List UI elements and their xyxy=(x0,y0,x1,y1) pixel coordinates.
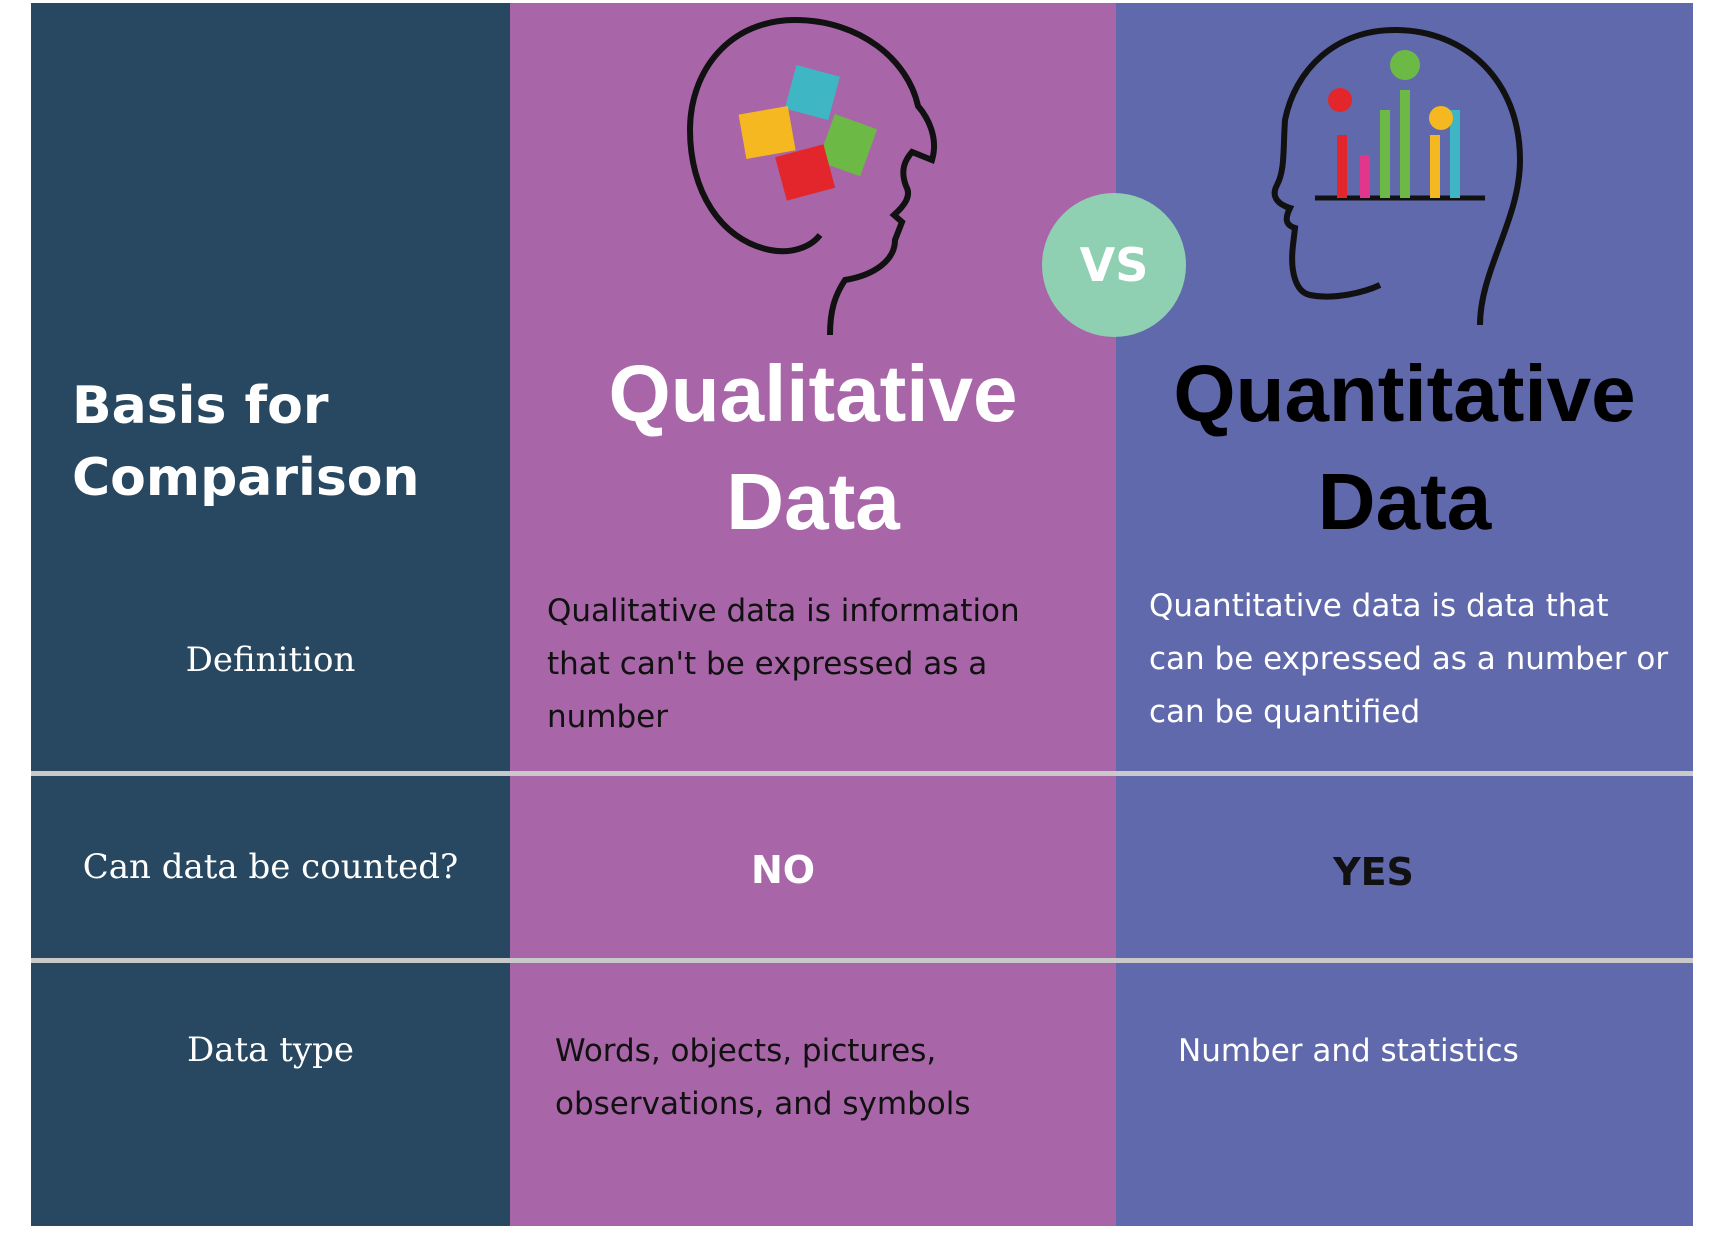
quantitative-count: YES xyxy=(1333,850,1414,894)
row-label: Definition xyxy=(185,640,356,680)
vs-badge xyxy=(1042,193,1186,337)
quantitative-definition: Quantitative data is data that can be ex… xyxy=(1149,588,1669,730)
qualitative-heading: Qualitative Data xyxy=(608,349,1018,546)
quantitative-type: Number and statistics xyxy=(1178,1033,1519,1069)
qualitative-type: Words, objects, pictures, observations, … xyxy=(555,1033,971,1122)
basis-column xyxy=(31,3,510,1226)
basis-heading: Basis for Comparison xyxy=(72,376,420,508)
row-label: Can data be counted? xyxy=(82,847,459,887)
qualitative-column xyxy=(510,3,1116,1226)
qualitative-count: NO xyxy=(750,848,816,892)
row-label: Data type xyxy=(186,1030,355,1070)
qualitative-definition: Qualitative data is information that can… xyxy=(547,593,1020,735)
row-divider xyxy=(31,771,1693,776)
vs-label: VS xyxy=(1079,238,1149,292)
chart-head-icon xyxy=(1271,26,1524,326)
quantitative-heading: Quantitative Data xyxy=(1173,349,1636,546)
puzzle-head-icon xyxy=(686,16,938,336)
quantitative-column xyxy=(1116,3,1693,1226)
row-divider xyxy=(31,958,1693,963)
